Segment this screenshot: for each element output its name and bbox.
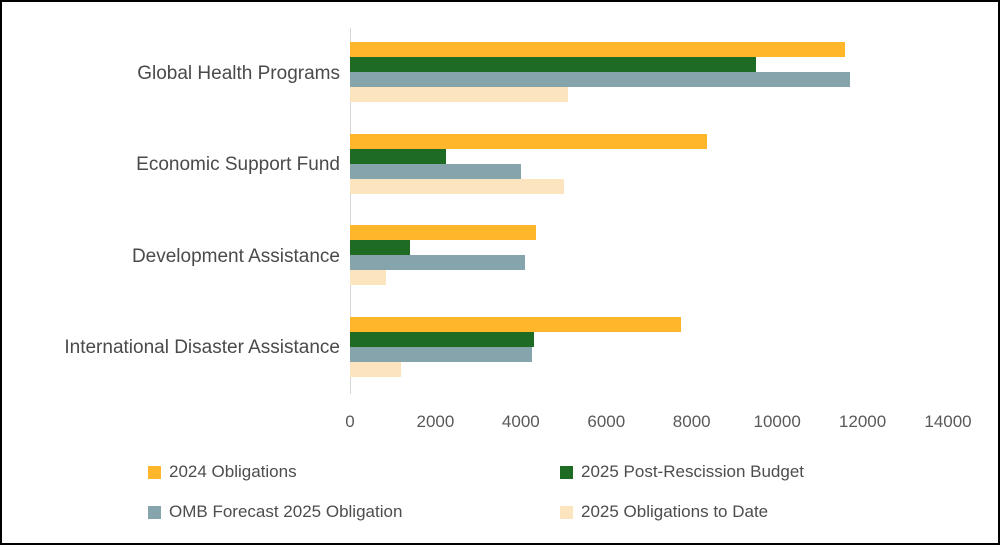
legend-item-2024-obligations: 2024 Obligations (148, 462, 297, 482)
legend-item-2025-obligations-to-date: 2025 Obligations to Date (560, 502, 768, 522)
category-label-global-health-programs: Global Health Programs (137, 62, 340, 84)
category-label-development-assistance: Development Assistance (131, 245, 340, 267)
x-tick-label-8000: 8000 (672, 412, 711, 431)
category-axis: Global Health Programs Economic Support F… (2, 28, 340, 394)
bar-2025-obligations-to-date-development-assistance (350, 270, 387, 285)
bar-omb-forecast-2025-obligation-development-assistance (350, 255, 526, 270)
bar-omb-forecast-2025-obligation-global-health-programs (350, 72, 850, 87)
legend-label-2024-obligations: 2024 Obligations (169, 462, 297, 481)
x-tick-label-6000: 6000 (587, 412, 626, 431)
x-tick-label-4000: 4000 (501, 412, 540, 431)
bar-group-international-disaster-assistance (350, 316, 948, 377)
legend-swatch-2025-obligations-to-date (560, 505, 573, 519)
legend-label-2025-obligations-to-date: 2025 Obligations to Date (581, 502, 769, 521)
category-label-international-disaster-assistance: International Disaster Assistance (64, 337, 340, 359)
x-tick-label-0: 0 (345, 412, 355, 431)
x-tick-label-2000: 2000 (416, 412, 455, 431)
legend-label-2025-post-rescission-budget: 2025 Post-Rescission Budget (581, 462, 805, 481)
bar-2025-post-rescission-budget-development-assistance (350, 240, 410, 255)
bar-2024-obligations-global-health-programs (350, 42, 846, 57)
bar-2025-post-rescission-budget-global-health-programs (350, 57, 756, 72)
bar-omb-forecast-2025-obligation-international-disaster-assistance (350, 346, 532, 362)
bar-2025-obligations-to-date-global-health-programs (350, 87, 568, 102)
legend-swatch-2024-obligations (148, 465, 161, 479)
bar-2025-post-rescission-budget-international-disaster-assistance (350, 331, 534, 347)
x-tick-label-10000: 10000 (753, 412, 801, 431)
bar-2025-obligations-to-date-international-disaster-assistance (350, 361, 402, 377)
bar-2024-obligations-international-disaster-assistance (350, 316, 682, 332)
legend-swatch-omb-forecast-2025-obligation (148, 505, 161, 519)
bar-group-economic-support-fund (350, 133, 948, 194)
bar-2024-obligations-development-assistance (350, 225, 536, 240)
category-label-economic-support-fund: Economic Support Fund (136, 154, 340, 176)
x-axis-tick-labels: 0 2000 4000 6000 8000 10000 12000 14000 (345, 412, 971, 434)
bar-omb-forecast-2025-obligation-economic-support-fund (350, 163, 521, 179)
plot-area (350, 28, 948, 394)
legend-item-2025-post-rescission-budget: 2025 Post-Rescission Budget (560, 462, 804, 482)
bar-2025-post-rescission-budget-economic-support-fund (350, 148, 447, 164)
legend-item-omb-forecast-2025-obligation: OMB Forecast 2025 Obligation (148, 502, 402, 522)
legend-label-omb-forecast-2025-obligation: OMB Forecast 2025 Obligation (169, 502, 403, 521)
bar-2025-obligations-to-date-economic-support-fund (350, 178, 564, 194)
bar-group-global-health-programs (350, 42, 948, 102)
legend-swatch-2025-post-rescission-budget (560, 465, 573, 479)
bar-2024-obligations-economic-support-fund (350, 133, 707, 149)
vertical-axis-line (350, 28, 351, 394)
bar-group-development-assistance (350, 225, 948, 285)
x-tick-label-12000: 12000 (838, 412, 887, 431)
x-tick-label-14000: 14000 (924, 412, 972, 431)
